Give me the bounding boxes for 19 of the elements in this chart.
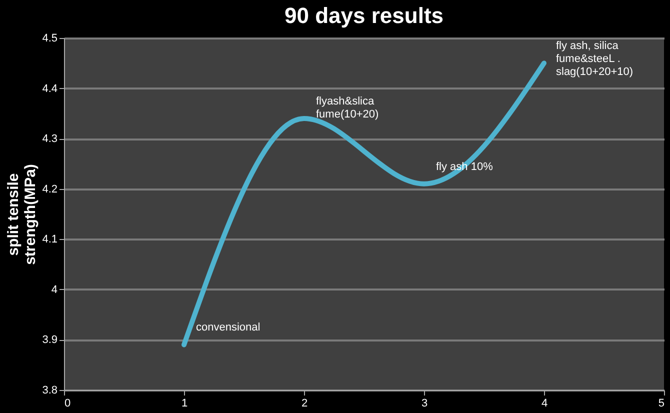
- x-tick-label: 4: [541, 398, 548, 410]
- y-tick-label: 4.5: [42, 32, 58, 44]
- y-tick-label: 4.2: [42, 183, 58, 196]
- y-tick-label: 4.3: [42, 133, 58, 146]
- annotation: convensional: [196, 322, 260, 334]
- y-tick-label: 3.8: [42, 384, 58, 396]
- y-tick-label: 4.4: [42, 82, 58, 95]
- x-tick-label: 3: [421, 398, 428, 410]
- x-tick-label: 0: [64, 398, 71, 410]
- x-tick-label: 1: [181, 398, 188, 410]
- chart-title: 90 days results: [284, 3, 444, 28]
- x-tick-label: 2: [301, 398, 308, 410]
- y-tick-label: 4: [51, 284, 58, 296]
- x-tick-label: 5: [658, 398, 664, 410]
- y-tick-label: 3.9: [42, 334, 58, 346]
- y-axis-title: split tensile strength(MPa): [5, 164, 40, 265]
- annotation: fly ash, silica fume&steeL . slag(10+20+10): [556, 40, 634, 78]
- annotation: flyash&slica fume(10+20): [316, 95, 379, 120]
- y-tick-label: 4.1: [42, 234, 58, 246]
